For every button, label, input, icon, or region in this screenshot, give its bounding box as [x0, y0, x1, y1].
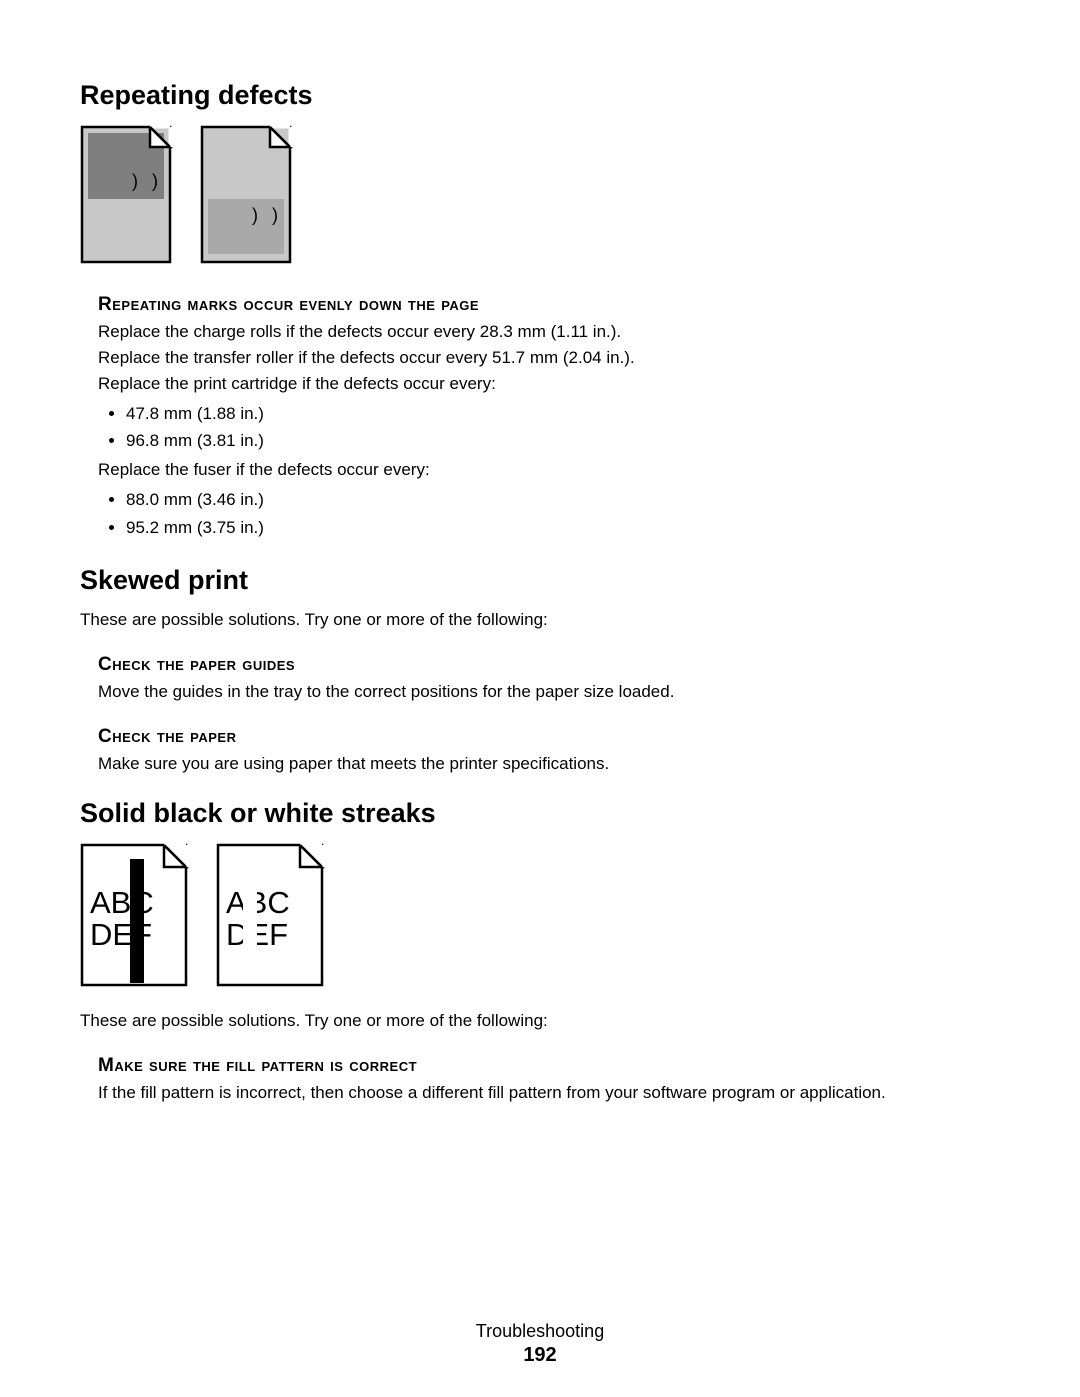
subheading-repeating-marks: REPEATING MARKS OCCUR EVENLY DOWN THE PA… [98, 294, 1000, 316]
list-item: 88.0 mm (3.46 in.) [126, 486, 1000, 513]
paragraph: If the fill pattern is incorrect, then c… [98, 1083, 1000, 1103]
paragraph: Replace the transfer roller if the defec… [98, 348, 1000, 368]
svg-text:): ) [272, 205, 278, 225]
paragraph: Replace the charge rolls if the defects … [98, 322, 1000, 342]
paragraph: These are possible solutions. Try one or… [80, 1011, 1000, 1031]
subheading-check-paper: CHECK THE PAPER [98, 726, 1000, 748]
paragraph: Replace the print cartridge if the defec… [98, 374, 1000, 394]
page-footer: Troubleshooting 192 [0, 1321, 1080, 1367]
black-streak-diagram: ABC DEF [80, 843, 192, 991]
svg-text:): ) [152, 171, 158, 191]
footer-section: Troubleshooting [476, 1321, 604, 1341]
svg-text:): ) [252, 205, 258, 225]
repeating-defects-diagram-1: ) ) [80, 125, 176, 270]
heading-repeating-defects: Repeating defects [80, 80, 1000, 111]
heading-skewed-print: Skewed print [80, 565, 1000, 596]
svg-text:ABC: ABC [226, 885, 290, 920]
document-page: Repeating defects ) ) [0, 0, 1080, 1397]
heading-solid-streaks: Solid black or white streaks [80, 798, 1000, 829]
white-streak-diagram: ABC DEF [216, 843, 328, 991]
paragraph: Replace the fuser if the defects occur e… [98, 460, 1000, 480]
streaks-diagrams: ABC DEF ABC DEF [80, 843, 1000, 991]
repeating-defects-diagrams: ) ) ) ) [80, 125, 1000, 270]
subheading-fill-pattern: MAKE SURE THE FILL PATTERN IS CORRECT [98, 1055, 1000, 1077]
list-item: 96.8 mm (3.81 in.) [126, 427, 1000, 454]
list-item: 47.8 mm (1.88 in.) [126, 400, 1000, 427]
svg-text:): ) [132, 171, 138, 191]
paragraph: Make sure you are using paper that meets… [98, 754, 1000, 774]
svg-text:ABC: ABC [90, 885, 154, 920]
list-item: 95.2 mm (3.75 in.) [126, 514, 1000, 541]
repeating-defects-diagram-2: ) ) [200, 125, 296, 270]
bullet-list: 47.8 mm (1.88 in.) 96.8 mm (3.81 in.) [112, 400, 1000, 454]
paragraph: These are possible solutions. Try one or… [80, 610, 1000, 630]
paragraph: Move the guides in the tray to the corre… [98, 682, 1000, 702]
subheading-check-paper-guides: CHECK THE PAPER GUIDES [98, 654, 1000, 676]
bullet-list: 88.0 mm (3.46 in.) 95.2 mm (3.75 in.) [112, 486, 1000, 540]
page-number: 192 [0, 1344, 1080, 1367]
